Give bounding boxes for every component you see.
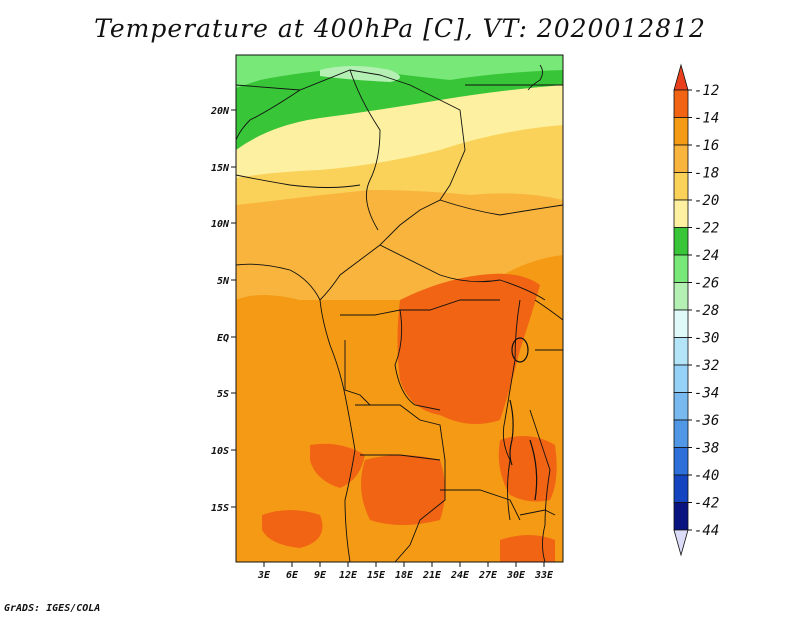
colorbar-swatch	[673, 199, 689, 228]
lat-label: 10S	[211, 446, 229, 457]
colorbar-label: -16	[694, 138, 719, 154]
map-frame	[235, 54, 564, 563]
colorbar-label: -40	[694, 468, 719, 484]
colorbar-swatch	[673, 392, 689, 421]
lon-label: 30E	[506, 570, 526, 581]
coastlines-and-borders	[236, 64, 563, 562]
colorbar-swatch	[673, 144, 689, 173]
colorbar-label: -12	[694, 83, 719, 99]
lakes	[509, 337, 538, 501]
colorbar-swatch	[673, 309, 689, 338]
colorbar-label: -18	[694, 166, 719, 182]
colorbar-swatch	[673, 364, 689, 393]
latitude-axis: 20N 15N 10N 5N EQ 5S 10S 15S	[210, 106, 236, 514]
map-area	[236, 55, 563, 562]
lon-label: 15E	[367, 570, 386, 581]
colorbar-swatch	[673, 227, 689, 256]
temperature-band-orange-west	[310, 443, 365, 488]
lon-label: 33E	[534, 570, 554, 581]
lon-label: 18E	[395, 570, 414, 581]
colorbar-label: -22	[694, 221, 719, 237]
colorbar-label: -34	[694, 386, 719, 402]
lat-label: 5N	[217, 276, 230, 287]
temperature-band-pale-green	[320, 66, 400, 82]
colorbar-swatch	[673, 502, 689, 531]
temperature-band-orange-east	[498, 436, 557, 502]
colorbar-label: -32	[694, 358, 719, 374]
temperature-band-light-green	[236, 55, 563, 88]
lat-label: 20N	[210, 106, 230, 117]
colorbar-label: -24	[694, 248, 719, 264]
lon-label: 3E	[257, 570, 271, 581]
temperature-band-orange-southwest	[262, 510, 323, 548]
map-title: Temperature at 400hPa [C], VT: 202001281…	[94, 14, 706, 43]
colorbar-arrow-top	[673, 63, 689, 91]
colorbar: -12 -14 -16 -18 -20 -22 -24 -26 -28 -30 -32 -34 -36 -…	[673, 63, 719, 557]
colorbar-swatch	[673, 89, 689, 118]
colorbar-label: -38	[694, 441, 719, 457]
colorbar-label: -44	[694, 523, 719, 539]
colorbar-label: -36	[694, 413, 719, 429]
colorbar-label: -26	[694, 276, 719, 292]
lon-label: 27E	[478, 570, 498, 581]
lat-label: 15N	[211, 163, 230, 174]
colorbar-swatch	[673, 447, 689, 476]
lon-label: 21E	[422, 570, 442, 581]
colorbar-swatch	[673, 419, 689, 448]
lat-label: 5S	[217, 389, 229, 400]
lat-label: 15S	[211, 503, 229, 514]
temperature-band-orange-south	[361, 455, 445, 525]
temperature-band-orange-southeast	[500, 535, 555, 562]
colorbar-swatch	[673, 474, 689, 503]
lon-label: 6E	[286, 570, 299, 581]
colorbar-swatch	[673, 172, 689, 201]
colorbar-label: -30	[694, 331, 719, 347]
longitude-axis: 3E 6E 9E 12E 15E 18E 21E 24E 27E 30E 33E	[257, 562, 554, 581]
colorbar-label: -42	[694, 496, 719, 512]
colorbar-swatch	[673, 282, 689, 311]
grads-credit: GrADS: IGES/COLA	[4, 603, 101, 614]
colorbar-swatch	[673, 254, 689, 283]
colorbar-label: -20	[694, 193, 719, 209]
lat-label: 10N	[211, 219, 230, 230]
colorbar-swatch	[673, 117, 689, 146]
lon-label: 12E	[339, 570, 358, 581]
colorbar-swatch	[673, 337, 689, 366]
colorbar-label: -28	[694, 303, 719, 319]
colorbar-arrow-bottom	[673, 529, 689, 557]
temperature-band-orange-central	[397, 273, 540, 424]
lon-label: 9E	[314, 570, 327, 581]
lon-label: 24E	[450, 570, 470, 581]
temperature-band-green	[236, 55, 563, 150]
colorbar-label: -14	[694, 111, 719, 127]
lat-label: EQ	[217, 333, 229, 344]
